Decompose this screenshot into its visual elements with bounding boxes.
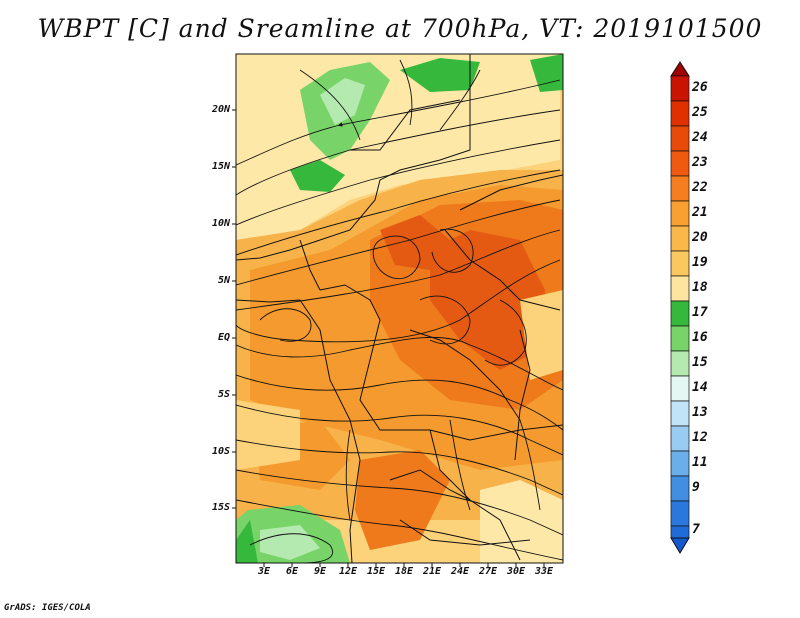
colorbar-cell [670, 425, 690, 452]
lat-ticks [232, 109, 236, 509]
lon-label: 18E [394, 566, 414, 577]
field-22-south [355, 450, 450, 550]
colorbar-cell [670, 150, 690, 177]
field-green-ne [400, 58, 480, 92]
lon-label: 6E [285, 566, 299, 577]
lon-label: 9E [313, 566, 327, 577]
field-pale-southwest [260, 525, 320, 560]
lat-label: 15N [211, 161, 230, 172]
colorbar-cell [670, 125, 690, 152]
field-23 [430, 230, 545, 370]
lon-label: 21E [422, 566, 442, 577]
lat-label: 20N [211, 104, 230, 115]
lon-label: 15E [366, 566, 386, 577]
colorbar-label: 20 [692, 230, 708, 245]
colorbar-cell [670, 100, 690, 127]
colorbar-label: 7 [692, 522, 700, 537]
lon-label: 30E [506, 566, 526, 577]
colorbar-cell [670, 400, 690, 427]
map-title: WBPT [C] and Sreamline at 700hPa, VT: 20… [37, 14, 763, 43]
field-green-edge [236, 520, 258, 563]
colorbar [670, 61, 690, 554]
colorbar-cell [670, 250, 690, 277]
colorbar-label: 17 [692, 305, 708, 320]
colorbar-cell [670, 175, 690, 202]
colorbar-label: 13 [692, 405, 708, 420]
colorbar-top-arrow [670, 61, 690, 77]
lat-label: 10N [211, 218, 230, 229]
colorbar-label: 23 [692, 155, 708, 170]
streamlines [236, 59, 563, 563]
colorbar-cell [670, 450, 690, 477]
colorbar-label: 12 [692, 430, 708, 445]
colorbar-cell [670, 200, 690, 227]
colorbar-cell [670, 325, 690, 352]
field-east-highland [520, 290, 563, 380]
field-pale-north [320, 78, 365, 125]
field-green-sahel [290, 160, 345, 192]
colorbar-bottom-arrow [670, 537, 690, 554]
lon-label: 33E [534, 566, 554, 577]
field-19-west [236, 400, 300, 470]
lat-label: 5S [217, 389, 230, 400]
field-green-corner [530, 54, 563, 92]
colorbar-label: 26 [692, 80, 708, 95]
lon-ticks [263, 563, 545, 567]
lat-label: 15S [211, 502, 230, 513]
field-23b [380, 215, 450, 270]
colorbar-cell [670, 375, 690, 402]
colorbar-label: 21 [692, 205, 708, 220]
colorbar-label: 16 [692, 330, 708, 345]
colorbar-cell [670, 525, 690, 539]
colorbar-cell [670, 500, 690, 527]
colorbar-label: 25 [692, 105, 708, 120]
credit-text: GrADS: IGES/COLA [4, 603, 91, 613]
colorbar-cell [670, 350, 690, 377]
colorbar-cell [670, 475, 690, 502]
map-panel [236, 54, 563, 563]
colorbar-cell [670, 225, 690, 252]
colorbar-label: 18 [692, 280, 708, 295]
colorbar-label: 24 [692, 130, 708, 145]
colorbar-label: 11 [692, 455, 708, 470]
colorbar-label: 15 [692, 355, 708, 370]
field-19-southeast [480, 480, 563, 563]
lat-label: 10S [211, 446, 230, 457]
colorbar-label: 9 [692, 480, 700, 495]
lon-label: 24E [450, 566, 470, 577]
lat-label: EQ [217, 332, 230, 343]
colorbar-label: 14 [692, 380, 708, 395]
colorbar-label: 22 [692, 180, 708, 195]
lon-label: 12E [338, 566, 358, 577]
map-frame [235, 53, 564, 564]
lat-label: 5N [217, 275, 230, 286]
country-borders [236, 54, 563, 563]
colorbar-label: 19 [692, 255, 708, 270]
colorbar-cell [670, 300, 690, 327]
colorbar-cell [670, 75, 690, 102]
colorbar-cell [670, 275, 690, 302]
lon-label: 3E [257, 566, 271, 577]
lon-label: 27E [478, 566, 498, 577]
